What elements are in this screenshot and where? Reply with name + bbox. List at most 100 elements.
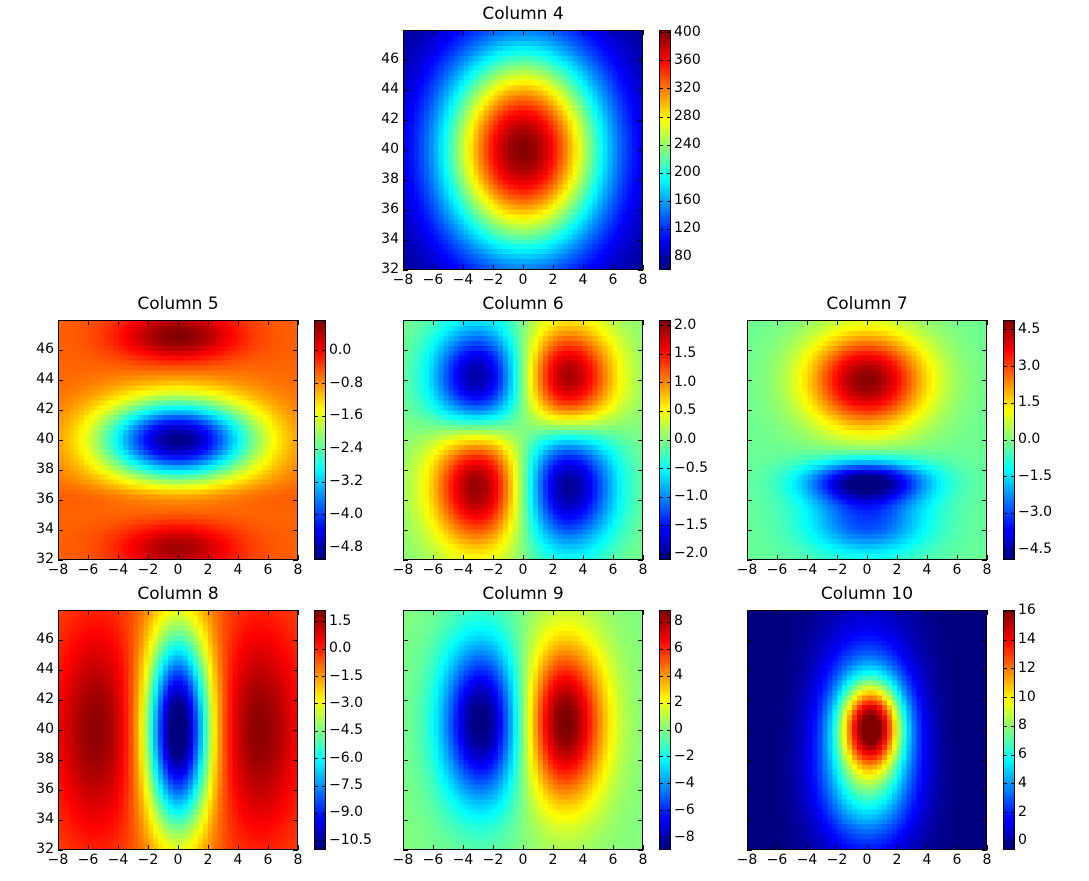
y-tick-mark: [638, 729, 643, 731]
colorbar-tick-mark: [314, 547, 318, 549]
y-tick-mark: [638, 819, 643, 821]
x-tick-label: 4: [578, 852, 588, 868]
x-tick-mark: [552, 845, 554, 850]
y-tick-label: 42: [381, 111, 399, 127]
x-tick-mark: [402, 320, 404, 325]
y-tick-mark: [403, 639, 408, 641]
x-tick-mark: [402, 30, 404, 35]
x-tick-mark: [866, 610, 868, 615]
x-tick-mark: [147, 320, 149, 325]
x-tick-mark: [612, 555, 614, 560]
colorbar-tick-mark: [667, 756, 671, 758]
x-tick-mark: [462, 610, 464, 615]
x-tick-mark: [147, 555, 149, 560]
colorbar-tick-mark: [1003, 725, 1007, 727]
colorbar-tick-mark: [659, 621, 663, 623]
y-tick-mark: [638, 789, 643, 791]
x-tick-mark: [297, 320, 299, 325]
y-tick-mark: [58, 349, 63, 351]
colorbar-tick-label: −4.5: [1018, 541, 1052, 558]
y-tick-mark: [403, 89, 408, 91]
x-tick-mark: [57, 555, 59, 560]
x-tick-mark: [492, 320, 494, 325]
heatmap-image: [747, 320, 987, 560]
colorbar-tick-mark: [1011, 610, 1015, 612]
heatmap-image: [403, 320, 643, 560]
x-tick-label: 0: [173, 852, 183, 868]
colorbar-tick-mark: [1011, 812, 1015, 814]
y-tick-mark: [747, 669, 752, 671]
colorbar-tick-mark: [322, 481, 326, 483]
x-tick-mark: [522, 610, 524, 615]
x-tick-mark: [926, 320, 928, 325]
x-tick-label: 6: [952, 852, 962, 868]
y-tick-mark: [293, 529, 298, 531]
x-tick-label: 0: [173, 562, 183, 578]
colorbar-tick-label: 2: [1018, 803, 1027, 820]
x-tick-label: 4: [233, 852, 243, 868]
x-tick-label: 0: [518, 562, 528, 578]
colorbar-tick-mark: [322, 621, 326, 623]
x-tick-mark: [552, 555, 554, 560]
x-tick-mark: [926, 610, 928, 615]
x-tick-mark: [177, 610, 179, 615]
x-tick-mark: [117, 845, 119, 850]
colorbar-tick-label: −1.5: [329, 667, 363, 684]
x-tick-mark: [806, 555, 808, 560]
colorbar-tick-mark: [314, 676, 318, 678]
heatmap-panel: Column 9 −8 −6 −4 −2 0 2 4 6 8 8 6 4 2 0 −2 −4 −6 −8: [393, 584, 695, 868]
y-tick-mark: [747, 349, 752, 351]
x-tick-label: −2: [137, 562, 159, 578]
x-tick-label: 2: [548, 562, 558, 578]
colorbar-tick-mark: [322, 350, 326, 352]
y-tick-mark: [403, 209, 408, 211]
y-tick-mark: [982, 439, 987, 441]
colorbar-tick-mark: [1003, 639, 1007, 641]
y-tick-mark: [58, 529, 63, 531]
y-tick-mark: [403, 439, 408, 441]
colorbar-tick-label: 360: [674, 51, 701, 68]
colorbar-tick-mark: [314, 785, 318, 787]
y-tick-label: 46: [36, 631, 54, 647]
y-tick-mark: [638, 409, 643, 411]
x-tick-mark: [87, 555, 89, 560]
x-tick-mark: [522, 555, 524, 560]
colorbar-tick-label: 2.0: [674, 316, 697, 333]
x-tick-mark: [432, 845, 434, 850]
y-tick-label: 44: [36, 661, 54, 677]
colorbar-tick-label: −3.2: [329, 473, 363, 490]
y-tick-mark: [293, 559, 298, 561]
x-tick-label: 6: [263, 562, 273, 578]
x-tick-label: 4: [578, 272, 588, 288]
x-tick-mark: [522, 30, 524, 35]
x-tick-mark: [267, 555, 269, 560]
y-tick-mark: [982, 379, 987, 381]
y-tick-mark: [403, 269, 408, 271]
x-tick-mark: [582, 845, 584, 850]
x-tick-mark: [432, 555, 434, 560]
y-tick-mark: [982, 409, 987, 411]
x-tick-label: 0: [862, 852, 872, 868]
y-tick-mark: [747, 439, 752, 441]
colorbar-tick-mark: [322, 785, 326, 787]
x-tick-mark: [117, 320, 119, 325]
x-tick-mark: [746, 845, 748, 850]
x-tick-mark: [237, 845, 239, 850]
colorbar-tick-mark: [1011, 783, 1015, 785]
colorbar-tick-mark: [659, 116, 663, 118]
colorbar-tick-mark: [1011, 668, 1015, 670]
colorbar-tick-mark: [1011, 366, 1015, 368]
colorbar-tick-label: −9.0: [329, 804, 363, 821]
x-tick-label: −8: [392, 272, 414, 288]
x-tick-mark: [836, 610, 838, 615]
y-tick-mark: [58, 439, 63, 441]
colorbar-tick-mark: [314, 350, 318, 352]
colorbar-tick-mark: [314, 448, 318, 450]
y-tick-mark: [982, 819, 987, 821]
y-tick-mark: [58, 789, 63, 791]
y-tick-label: 32: [381, 261, 399, 277]
colorbar-tick-mark: [1003, 512, 1007, 514]
x-tick-mark: [177, 845, 179, 850]
colorbar-tick-label: 0.0: [1018, 431, 1041, 447]
